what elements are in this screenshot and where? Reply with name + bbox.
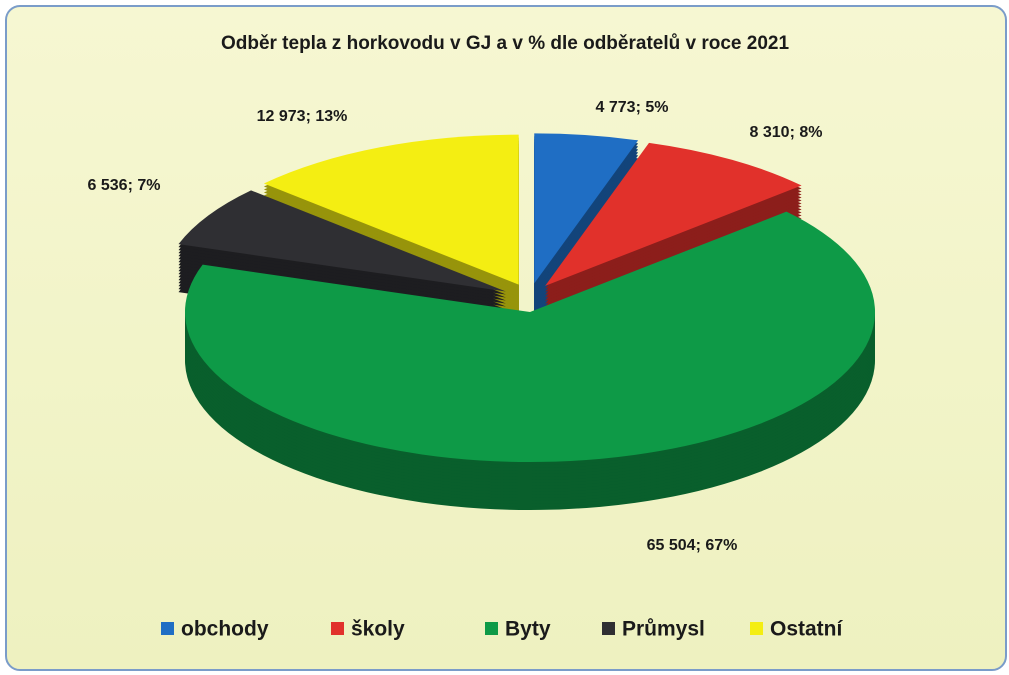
pie — [178, 133, 875, 511]
legend-label: obchody — [181, 618, 269, 641]
legend-swatch — [331, 622, 344, 635]
data-label: 4 773; 5% — [596, 99, 669, 116]
legend-swatch — [485, 622, 498, 635]
legend-label: školy — [351, 618, 405, 641]
data-label: 8 310; 8% — [750, 124, 823, 141]
legend-label: Průmysl — [622, 618, 705, 641]
data-label: 65 504; 67% — [647, 537, 738, 554]
labels: 4 773; 5% 8 310; 8% 65 504; 67% 6 536; 7% 12… — [88, 99, 823, 554]
slice — [534, 133, 639, 284]
legend-swatch — [750, 622, 763, 635]
legend-label: Byty — [505, 618, 551, 641]
slice — [263, 134, 519, 285]
slice — [178, 190, 506, 292]
data-label: 12 973; 13% — [257, 108, 348, 125]
slice — [184, 211, 875, 462]
legend-swatch — [602, 622, 615, 635]
data-label: 6 536; 7% — [88, 177, 161, 194]
chart-title: Odběr tepla z horkovodu v GJ a v % dle o… — [221, 33, 790, 54]
legend-swatch — [161, 622, 174, 635]
legend: obchody školy Byty Průmysl Ostatní — [161, 618, 844, 641]
slice — [545, 142, 802, 286]
legend-label: Ostatní — [770, 618, 844, 641]
